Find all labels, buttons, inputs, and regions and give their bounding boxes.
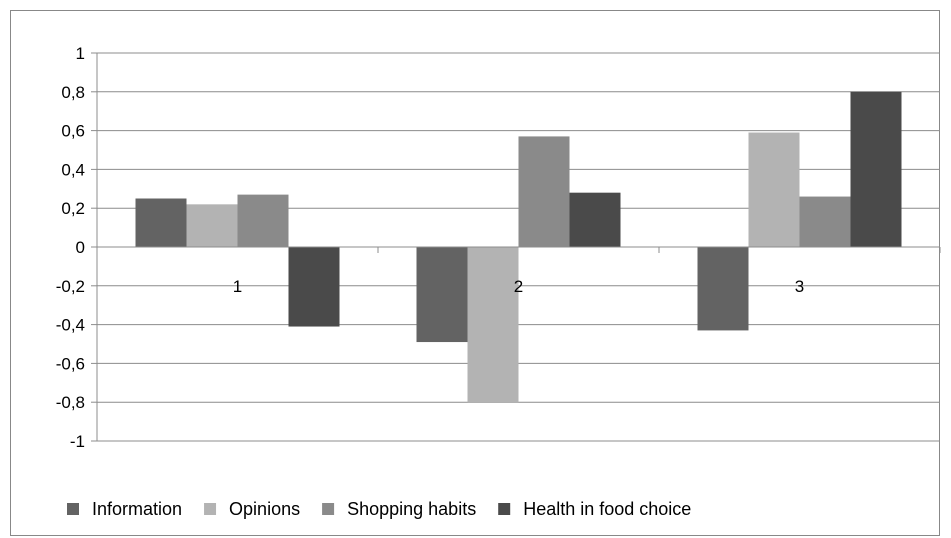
y-tick-label: -0,8 xyxy=(56,393,85,412)
bar xyxy=(416,247,468,343)
bar xyxy=(186,204,238,247)
x-category-label: 2 xyxy=(514,277,523,296)
bars xyxy=(135,91,902,403)
legend-label: Shopping habits xyxy=(347,499,476,519)
bar xyxy=(467,247,519,403)
bar xyxy=(288,247,340,327)
y-tick-label: 0,4 xyxy=(61,160,85,179)
y-tick-label: 0,6 xyxy=(61,122,85,141)
legend-swatch xyxy=(204,503,217,515)
y-tick-label: -0,6 xyxy=(56,354,85,373)
y-tick-label: 0 xyxy=(76,238,85,257)
y-tick-label: 0,2 xyxy=(61,199,85,218)
bar xyxy=(799,196,851,247)
bar xyxy=(237,194,289,247)
x-category-label: 3 xyxy=(795,277,804,296)
bar xyxy=(850,91,902,247)
y-tick-label: -0,2 xyxy=(56,277,85,296)
bar xyxy=(518,136,570,247)
bar xyxy=(135,198,187,247)
legend-label: Opinions xyxy=(229,499,300,519)
axes xyxy=(91,52,941,442)
legend-label: Health in food choice xyxy=(523,499,691,519)
y-tick-label: 1 xyxy=(76,44,85,63)
legend-swatch xyxy=(322,503,335,515)
bar xyxy=(569,192,621,247)
legend-swatch xyxy=(498,503,511,515)
y-tick-label: -0,4 xyxy=(56,316,85,335)
legend: Information Opinions Shopping habits Health… xyxy=(67,499,691,519)
labels: 1 0,8 0,6 0,4 0,2 0 -0,2 -0,4 -0,6 -0,8 -1 1 2 3 xyxy=(56,44,805,451)
y-tick-label: -1 xyxy=(70,432,85,451)
bar xyxy=(748,132,800,247)
bar xyxy=(697,247,749,331)
legend-label: Information xyxy=(92,499,182,519)
y-tick-label: 0,8 xyxy=(61,83,85,102)
x-category-label: 1 xyxy=(233,277,242,296)
legend-swatch xyxy=(67,503,79,515)
